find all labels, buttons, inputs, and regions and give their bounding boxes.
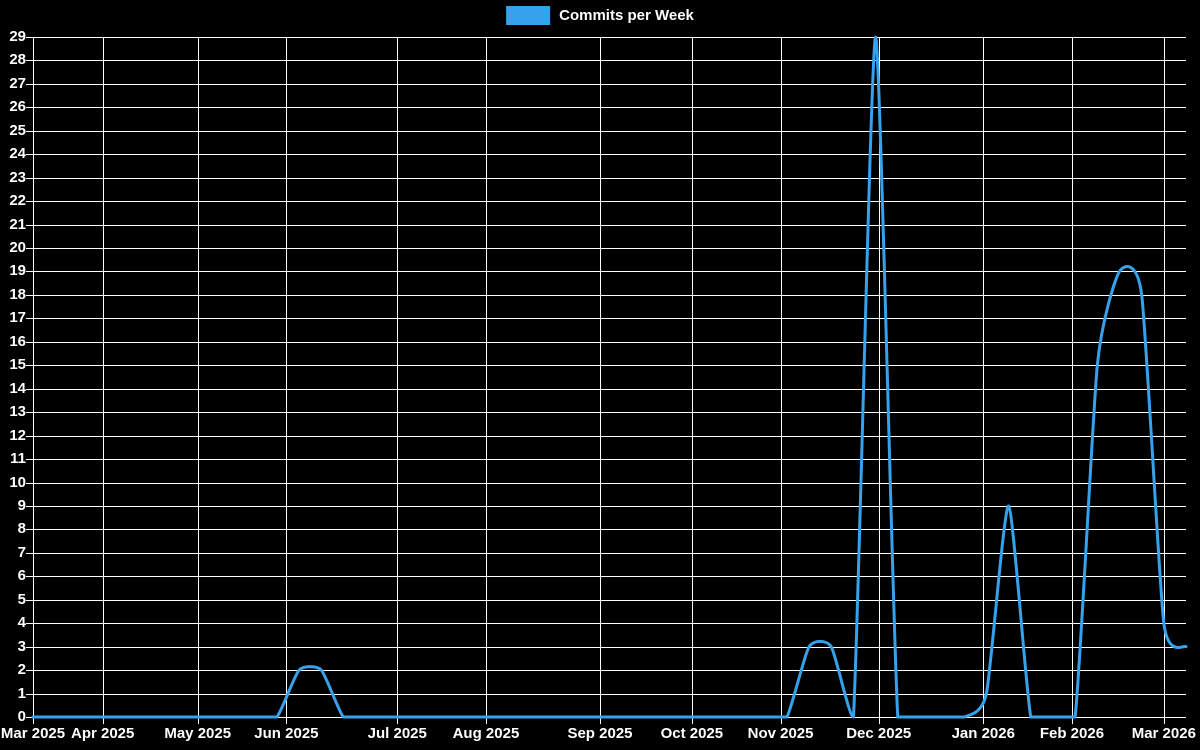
x-tick-label-mar-2026: Mar 2026 xyxy=(1131,725,1196,742)
x-tick-label-dec-2025: Dec 2025 xyxy=(846,725,912,742)
x-tick-label-apr-2025: Apr 2025 xyxy=(70,725,135,742)
y-tick-label-29: 29 xyxy=(9,28,26,45)
y-tick-label-25: 25 xyxy=(9,121,26,139)
legend-swatch-commits-per-week[interactable] xyxy=(506,6,551,25)
x-tick-label-jan-2026: Jan 2026 xyxy=(951,725,1015,742)
x-tick-label-jul-2025: Jul 2025 xyxy=(367,725,427,742)
x-tick-label-mar-2025: Mar 2025 xyxy=(0,725,66,742)
y-tick-label-21: 21 xyxy=(9,215,26,233)
y-tick-label-6: 6 xyxy=(17,567,26,585)
x-tick-label-aug-2025: Aug 2025 xyxy=(452,725,520,742)
x-tick-label-sep-2025: Sep 2025 xyxy=(567,725,633,742)
y-tick-label-13: 13 xyxy=(9,403,26,421)
y-tick-label-0: 0 xyxy=(17,708,26,725)
y-tick-label-12: 12 xyxy=(9,426,26,444)
y-tick-label-14: 14 xyxy=(9,379,26,397)
y-tick-label-11: 11 xyxy=(10,450,26,468)
legend: Commits per Week xyxy=(506,6,694,25)
x-tick-label-oct-2025: Oct 2025 xyxy=(660,725,724,742)
y-tick-label-9: 9 xyxy=(17,496,26,514)
y-tick-label-2: 2 xyxy=(17,661,26,679)
x-tick-label-nov-2025: Nov 2025 xyxy=(747,725,814,742)
y-tick-label-15: 15 xyxy=(9,356,26,374)
y-tick-label-23: 23 xyxy=(9,168,26,186)
y-tick-label-24: 24 xyxy=(9,145,26,163)
y-tick-label-1: 1 xyxy=(17,684,26,702)
y-tick-label-10: 10 xyxy=(9,473,26,491)
y-tick-label-5: 5 xyxy=(17,590,26,608)
y-tick-label-3: 3 xyxy=(17,637,26,655)
y-tick-label-4: 4 xyxy=(17,614,26,632)
legend-label: Commits per Week xyxy=(559,7,694,24)
y-tick-label-28: 28 xyxy=(9,51,26,69)
y-tick-label-8: 8 xyxy=(17,520,26,538)
x-tick-label-jun-2025: Jun 2025 xyxy=(254,725,319,742)
y-tick-label-22: 22 xyxy=(9,192,26,210)
y-tick-label-7: 7 xyxy=(17,543,26,561)
y-tick-label-19: 19 xyxy=(9,262,26,280)
y-tick-label-20: 20 xyxy=(9,239,26,257)
y-tick-label-26: 26 xyxy=(9,98,26,116)
y-tick-label-27: 27 xyxy=(9,74,26,92)
x-tick-label-feb-2026: Feb 2026 xyxy=(1039,725,1105,742)
commits-series-line[interactable] xyxy=(31,35,1188,719)
y-tick-label-16: 16 xyxy=(9,332,26,350)
y-tick-label-17: 17 xyxy=(9,309,26,327)
x-tick-label-may-2025: May 2025 xyxy=(164,725,232,742)
y-tick-label-18: 18 xyxy=(9,285,26,303)
